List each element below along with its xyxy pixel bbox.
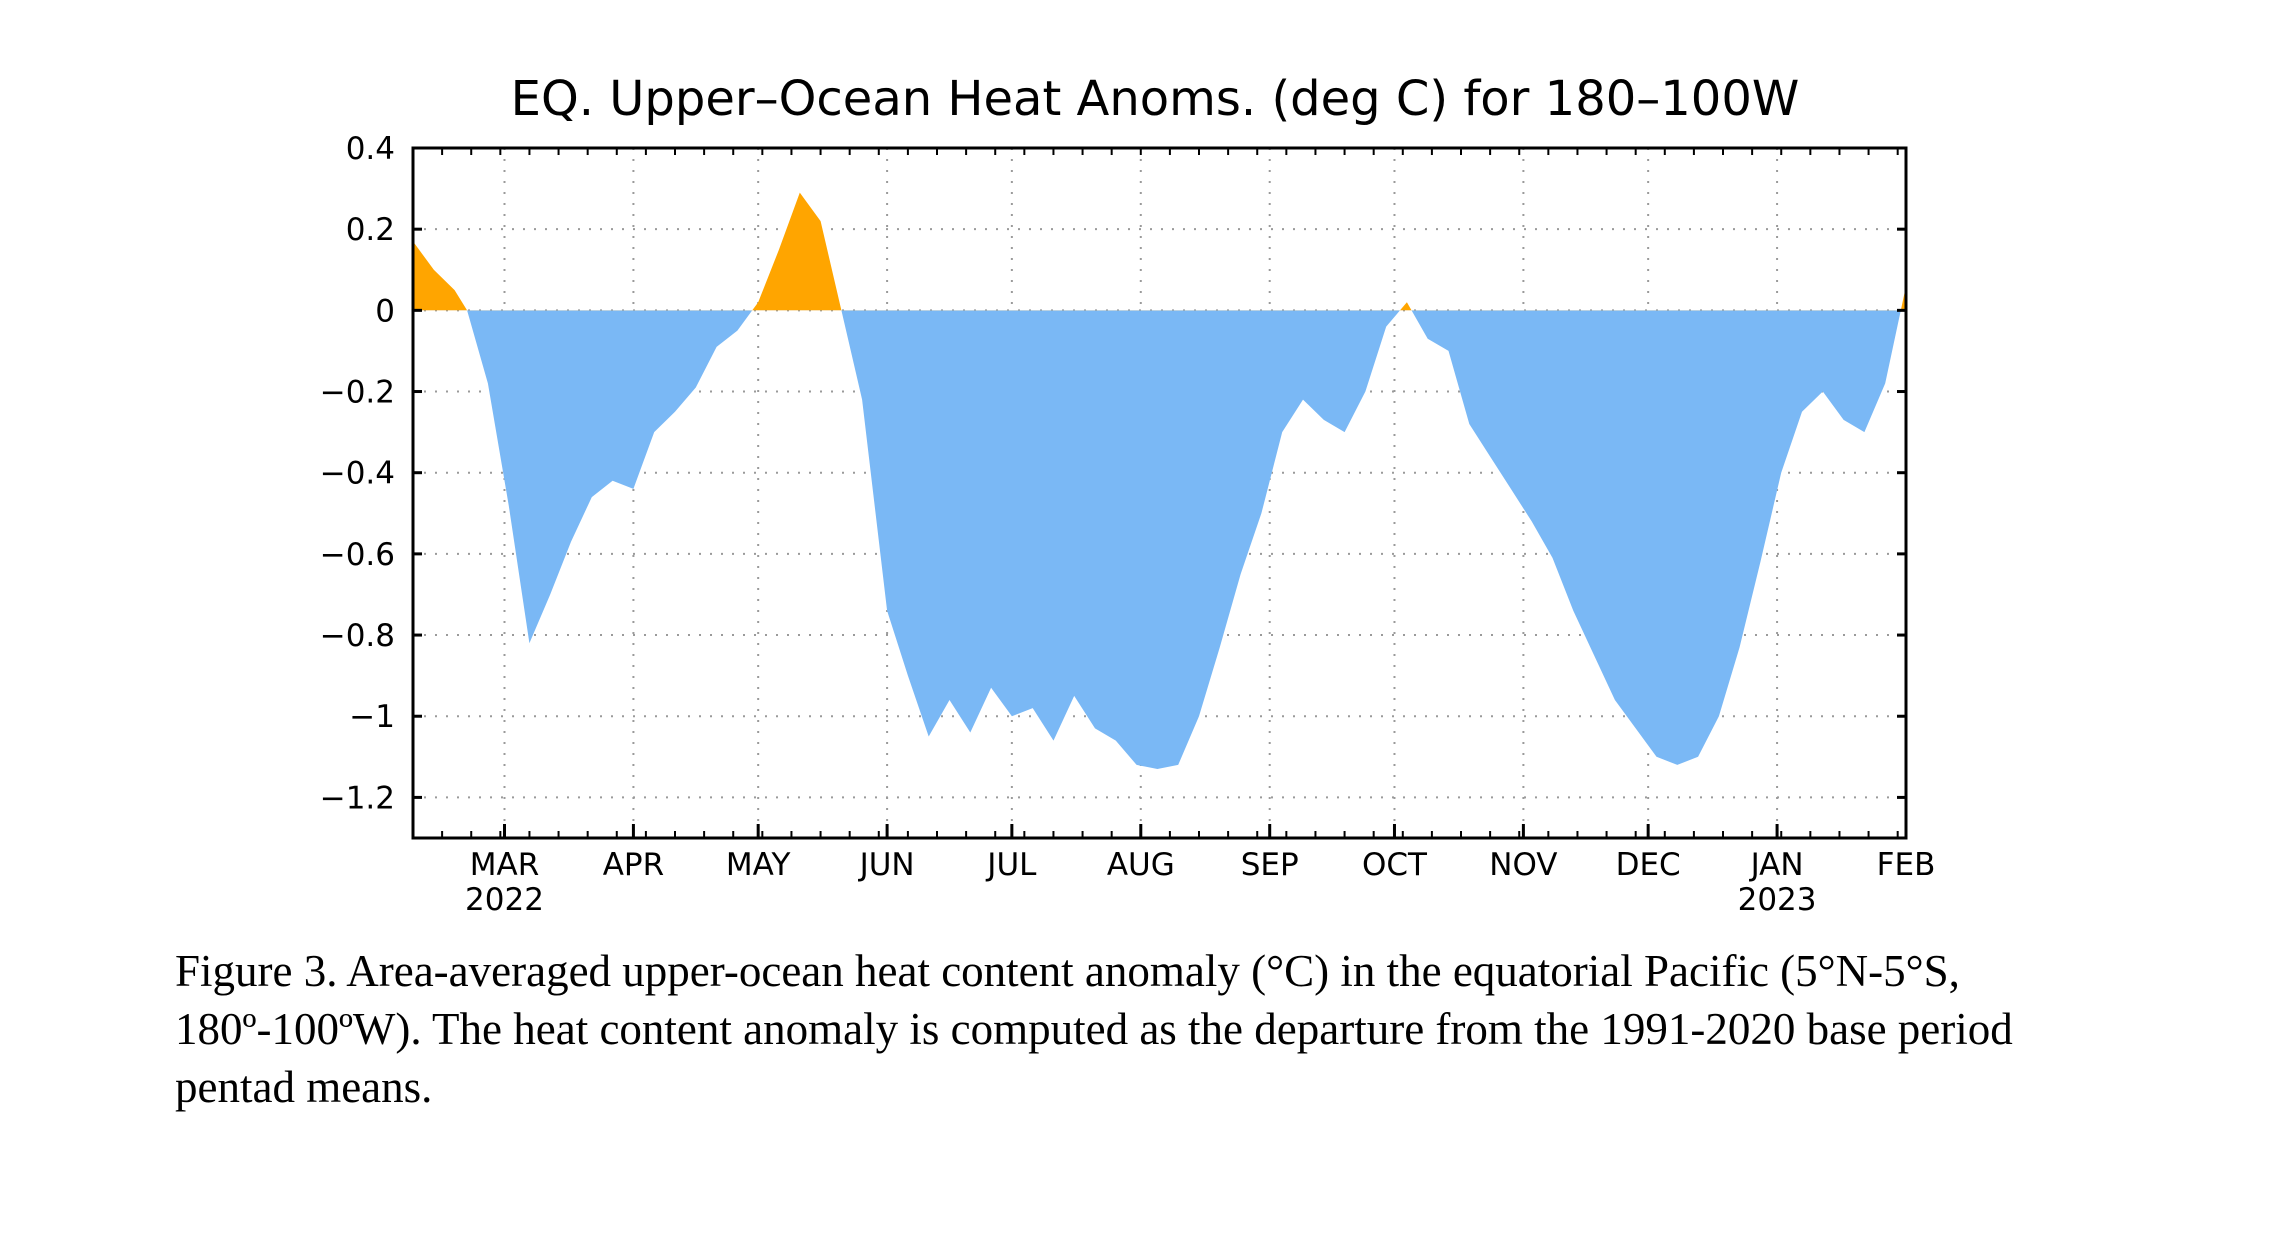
- x-tick-label: OCT: [1362, 847, 1428, 883]
- x-tick-label: JUN: [858, 847, 915, 883]
- y-tick-label: 0.4: [346, 131, 395, 167]
- x-tick-label: SEP: [1241, 847, 1299, 883]
- x-tick-label: DEC: [1616, 847, 1681, 883]
- y-tick-label: −0.6: [320, 537, 395, 573]
- x-tick-label: APR: [603, 847, 664, 883]
- y-tick-label: −0.4: [320, 456, 395, 492]
- x-tick-year-label: 2022: [465, 882, 544, 918]
- x-tick-label: JAN: [1749, 847, 1804, 883]
- plot-frame: [411, 146, 1908, 840]
- x-tick-label: JUL: [985, 847, 1037, 883]
- x-tick-label: AUG: [1107, 847, 1175, 883]
- x-tick-year-label: 2023: [1738, 882, 1817, 918]
- negative-anomaly-area: [413, 310, 1906, 769]
- anomaly-area: [413, 192, 1906, 769]
- x-tick-label: FEB: [1877, 847, 1936, 883]
- heat-anomaly-chart: EQ. Upper–Ocean Heat Anoms. (deg C) for …: [320, 71, 1936, 918]
- y-tick-label: 0.2: [346, 212, 395, 248]
- x-tick-label: MAR: [470, 847, 540, 883]
- axes: [411, 146, 1908, 840]
- y-tick-label: −1: [349, 699, 395, 735]
- figure-caption: Figure 3. Area-averaged upper-ocean heat…: [175, 946, 2013, 1112]
- x-tick-label: MAY: [726, 847, 791, 883]
- x-tick-label: NOV: [1489, 847, 1557, 883]
- y-tick-label: −1.2: [320, 780, 395, 816]
- y-tick-label: 0: [375, 293, 395, 329]
- positive-anomaly-area: [413, 192, 1906, 311]
- chart-title: EQ. Upper–Ocean Heat Anoms. (deg C) for …: [511, 71, 1800, 127]
- y-tick-label: −0.2: [320, 375, 395, 411]
- y-tick-label: −0.8: [320, 618, 395, 654]
